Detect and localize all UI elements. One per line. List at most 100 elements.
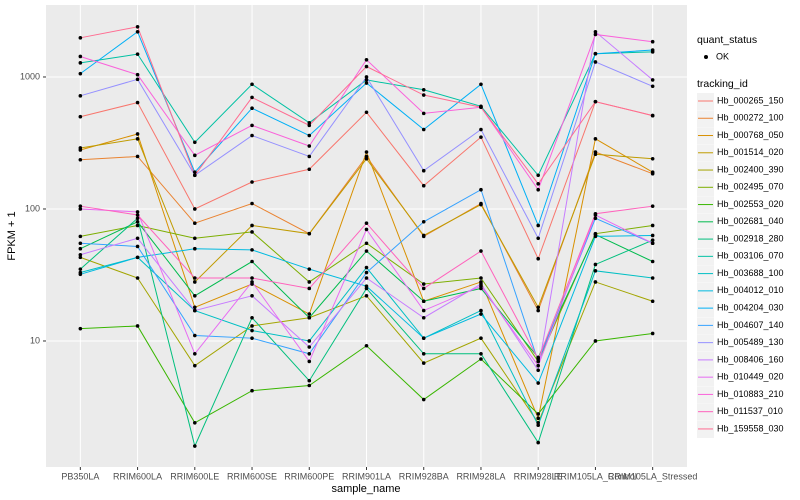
data-point: [78, 71, 83, 76]
legend-label: Hb_002553_020: [717, 199, 784, 209]
x-tick-label: PB350LA: [61, 471, 99, 481]
data-point: [364, 81, 369, 85]
data-point: [536, 423, 540, 428]
data-point: [479, 351, 483, 356]
legend-label: Hb_002495_070: [717, 182, 784, 192]
data-point: [307, 339, 312, 343]
data-point: [307, 144, 312, 148]
data-point: [593, 29, 598, 34]
x-tick-label: RRIM105LA_Stressed: [608, 471, 698, 481]
data-point: [78, 246, 83, 251]
data-point: [364, 221, 369, 226]
data-point: [593, 152, 598, 157]
data-point: [78, 36, 83, 40]
data-point: [193, 276, 197, 280]
data-point: [479, 82, 483, 87]
data-point: [421, 93, 426, 97]
data-point: [364, 150, 369, 154]
data-point: [479, 105, 483, 110]
legend-label: Hb_004607_140: [717, 320, 784, 330]
data-point: [536, 416, 540, 421]
data-point: [421, 168, 426, 173]
data-point: [536, 381, 540, 385]
data-point: [421, 336, 426, 340]
data-point: [421, 286, 426, 291]
data-point: [78, 61, 83, 65]
legend-key: [704, 55, 708, 59]
data-point: [364, 75, 369, 79]
data-point: [421, 361, 426, 365]
data-point: [135, 236, 140, 241]
data-point: [135, 210, 140, 214]
data-point: [250, 280, 254, 284]
data-point: [364, 78, 369, 82]
data-point: [250, 82, 254, 87]
data-point: [536, 363, 540, 368]
data-point: [78, 326, 83, 331]
data-point: [193, 444, 197, 448]
data-point: [593, 211, 598, 216]
data-point: [421, 87, 426, 92]
data-point: [650, 223, 655, 228]
legend-label: Hb_003106_070: [717, 251, 784, 261]
data-point: [364, 249, 369, 253]
data-point: [78, 157, 83, 162]
data-point: [364, 265, 369, 270]
data-point: [193, 351, 197, 356]
data-point: [364, 343, 369, 348]
data-point: [78, 204, 83, 208]
data-point: [536, 173, 540, 178]
data-point: [78, 267, 83, 271]
data-point: [307, 312, 312, 316]
data-point: [250, 201, 254, 206]
data-point: [135, 77, 140, 82]
data-point: [250, 259, 254, 264]
data-point: [78, 234, 83, 239]
data-point: [536, 308, 540, 313]
data-point: [250, 248, 254, 252]
data-point: [307, 351, 312, 356]
x-tick-label: RRIM928BA: [399, 471, 449, 481]
data-point: [364, 64, 369, 69]
legend-label: Hb_001514_020: [717, 147, 784, 157]
data-point: [421, 219, 426, 224]
data-point: [593, 280, 598, 284]
data-point: [193, 221, 197, 226]
data-point: [250, 95, 254, 100]
data-point: [479, 127, 483, 132]
data-point: [250, 133, 254, 138]
data-point: [364, 156, 369, 161]
data-point: [78, 207, 83, 211]
data-point: [135, 324, 140, 328]
data-point: [593, 216, 598, 221]
data-point: [135, 132, 140, 136]
data-point: [250, 223, 254, 228]
data-point: [193, 246, 197, 251]
data-point: [250, 324, 254, 328]
data-point: [193, 363, 197, 368]
legend-title: tracking_id: [697, 78, 748, 90]
data-point: [135, 244, 140, 249]
data-point: [307, 154, 312, 159]
x-tick-label: RRIM600LE: [170, 471, 219, 481]
x-tick-label: RRIM928LE: [514, 471, 563, 481]
legend-label: Hb_010883_210: [717, 389, 784, 399]
x-tick-label: RRIM600SE: [227, 471, 277, 481]
data-point: [193, 140, 197, 145]
data-point: [421, 308, 426, 313]
x-axis-title: sample_name: [331, 483, 400, 495]
y-tick-label: 10: [30, 335, 40, 345]
data-point: [479, 357, 483, 361]
x-tick-label: RRIM600PE: [284, 471, 334, 481]
data-point: [650, 113, 655, 118]
legend-label: Hb_004204_030: [717, 302, 784, 312]
data-point: [250, 336, 254, 340]
data-point: [536, 357, 540, 361]
data-point: [650, 259, 655, 264]
data-point: [421, 282, 426, 286]
data-point: [593, 137, 598, 141]
data-point: [78, 146, 83, 150]
data-point: [364, 241, 369, 246]
data-point: [421, 233, 426, 238]
data-point: [650, 204, 655, 208]
